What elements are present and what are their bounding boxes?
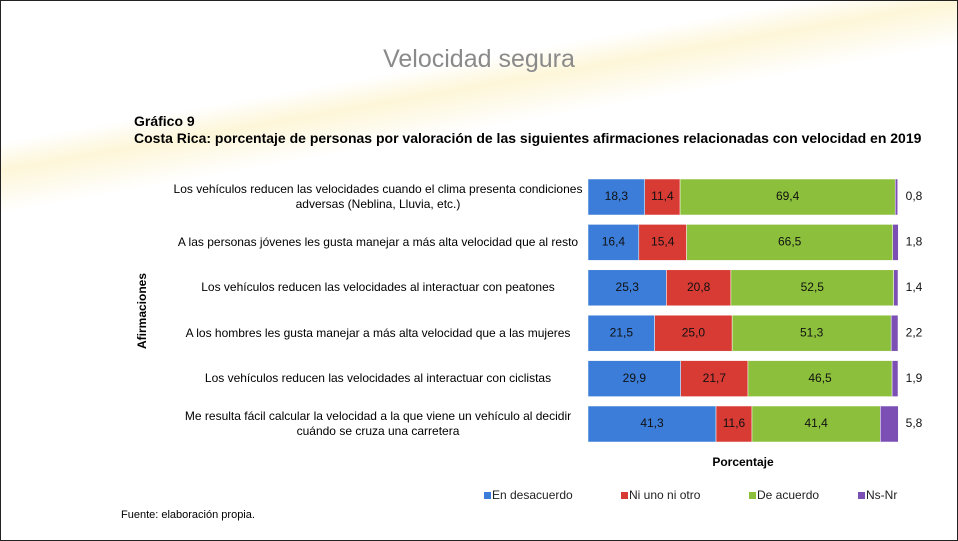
data-label: 25,0 [682,325,706,339]
data-label: 41,3 [640,416,664,430]
bar-segment [880,405,899,443]
legend-swatch [858,492,865,499]
bar-segment [587,360,681,397]
x-axis-label: Porcentaje [712,455,774,469]
bar-segment [891,360,899,397]
bar-segment [747,360,893,397]
data-label: 41,4 [804,416,828,430]
legend-swatch [749,492,756,499]
legend-label: Ns-Nr [866,488,897,502]
bar-segment [751,405,881,443]
bar-segment [638,224,687,261]
bar-segment [730,269,894,307]
data-label: 21,7 [703,371,727,385]
chart-subtitle: Costa Rica: porcentaje de personas por v… [134,130,922,146]
data-label: 21,5 [610,325,634,339]
category-label: Me resulta fácil calcular la velocidad a… [184,409,572,438]
data-label: 2,2 [906,325,923,339]
legend-label: En desacuerdo [492,488,573,502]
data-label: 11,6 [723,416,746,430]
data-label: 18,3 [605,189,629,203]
bar-segment [587,405,717,443]
source-note: Fuente: elaboración propia. [121,509,255,521]
legend-label: Ni uno ni otro [629,488,701,502]
bar-segment [679,178,896,216]
bar-segment [715,405,753,443]
bar-segment [654,314,733,352]
bar-segment [587,269,667,307]
data-label: 52,5 [801,280,825,294]
data-label: 5,8 [906,416,923,430]
category-label: Los vehículos reducen las velocidades cu… [173,182,583,211]
bar-segment [893,269,899,307]
bar-segment [680,360,749,397]
bar-segment [587,314,655,352]
data-label: 29,9 [623,371,647,385]
bar-segment [644,178,681,216]
data-label: 1,8 [906,235,923,249]
data-label: 25,3 [616,280,640,294]
chart-title: Gráfico 9 [134,113,195,129]
category-label: A los hombres les gusta manejar a más al… [185,325,571,340]
category-label: Los vehículos reducen las velocidades al… [204,371,552,386]
data-label: 1,4 [906,280,923,294]
legend-swatch [484,492,491,499]
legend-label: De acuerdo [757,488,819,502]
bar-segment [686,224,893,261]
bar-segment [894,178,898,216]
data-label: 0,8 [906,189,923,203]
bar-segment [587,178,645,216]
legend-swatch [621,492,628,499]
category-label: Los vehículos reducen las velocidades al… [201,280,555,295]
bar-segment [587,224,640,261]
data-label: 1,9 [906,371,923,385]
data-label: 46,5 [808,371,832,385]
slide-title: Velocidad segura [383,45,575,73]
bar-segment [731,314,892,352]
bar-segment [892,224,899,261]
data-label: 66,5 [778,235,802,249]
data-label: 69,4 [776,189,800,203]
data-label: 20,8 [687,280,711,294]
data-label: 51,3 [800,325,824,339]
data-label: 11,4 [651,189,674,203]
category-label: A las personas jóvenes les gusta manejar… [177,234,579,249]
y-axis-label: Afirmaciones [135,273,149,349]
bar-segment [666,269,732,307]
bar-segment [890,314,899,352]
data-label: 15,4 [651,235,675,249]
data-label: 16,4 [602,235,626,249]
